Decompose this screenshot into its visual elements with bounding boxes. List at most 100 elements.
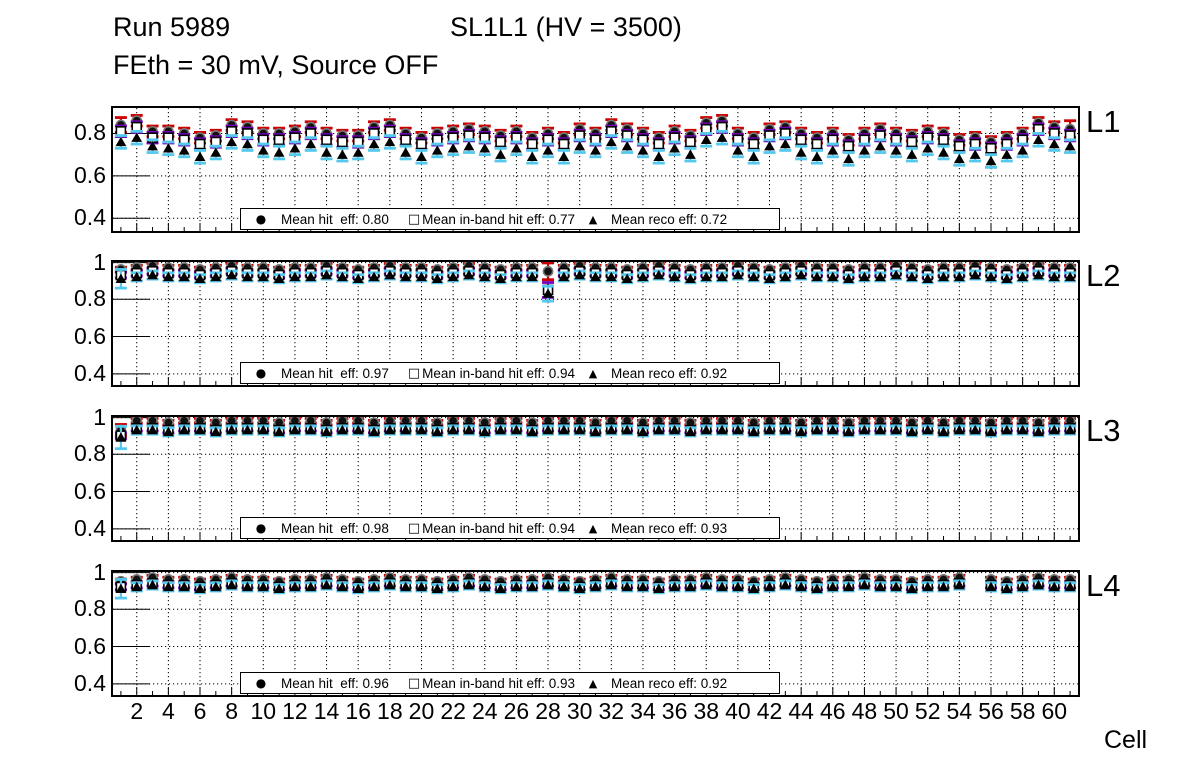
reco-marker bbox=[226, 579, 238, 590]
legend-inband-label: Mean in-band hit eff: 0.93 bbox=[422, 675, 575, 691]
inband-marker bbox=[748, 138, 759, 150]
reco-marker bbox=[511, 424, 522, 435]
reco-marker bbox=[115, 583, 127, 593]
legend-entry-hit: ● Mean hit eff: 0.96 bbox=[241, 676, 406, 691]
legend-entry-hit: ● Mean hit eff: 0.80 bbox=[241, 212, 406, 227]
reco-marker bbox=[511, 581, 522, 592]
reco-marker bbox=[289, 424, 301, 435]
filled-circle-icon: ● bbox=[255, 366, 267, 380]
legend-entry-inband: □ Mean in-band hit eff: 0.94 bbox=[406, 366, 575, 381]
y-tick-label: 0.4 bbox=[74, 359, 106, 386]
reco-marker bbox=[463, 579, 475, 590]
x-tick-label: 36 bbox=[661, 698, 688, 724]
reco-marker bbox=[605, 579, 617, 590]
reco-marker bbox=[637, 145, 649, 155]
reco-marker bbox=[685, 581, 696, 592]
reco-marker bbox=[811, 583, 823, 593]
reco-marker bbox=[352, 424, 364, 435]
reco-marker bbox=[1048, 424, 1060, 435]
legend-entry-inband: □ Mean in-band hit eff: 0.77 bbox=[406, 212, 575, 227]
reco-marker bbox=[542, 288, 554, 298]
reco-marker bbox=[922, 273, 934, 283]
reco-marker bbox=[716, 132, 728, 142]
y-tick-label: 0.8 bbox=[74, 440, 106, 467]
reco-marker bbox=[906, 583, 918, 593]
reco-marker bbox=[938, 147, 949, 157]
reco-marker bbox=[669, 424, 680, 435]
reco-marker bbox=[178, 145, 190, 155]
reco-marker bbox=[732, 269, 744, 280]
reco-marker bbox=[1033, 269, 1044, 280]
reco-marker bbox=[542, 145, 554, 155]
reco-marker bbox=[558, 581, 570, 592]
reco-marker bbox=[131, 132, 143, 142]
x-tick-label: 4 bbox=[161, 698, 175, 724]
reco-marker bbox=[621, 273, 633, 283]
reco-marker bbox=[985, 426, 997, 437]
y-tick-label: 1 bbox=[93, 248, 106, 275]
reco-marker bbox=[526, 271, 538, 282]
legend-L2: ● Mean hit eff: 0.97 □ Mean in-band hit ef… bbox=[240, 362, 780, 384]
reco-marker bbox=[416, 151, 427, 161]
reco-marker bbox=[605, 136, 617, 147]
x-tick-label: 30 bbox=[566, 698, 593, 724]
reco-marker bbox=[257, 424, 269, 435]
y-tick-label: 0.6 bbox=[74, 632, 106, 659]
x-tick-label: 56 bbox=[978, 698, 1004, 724]
reco-marker bbox=[779, 424, 791, 435]
reco-marker bbox=[985, 271, 997, 282]
y-tick-label: 0.4 bbox=[74, 514, 106, 541]
reco-marker bbox=[653, 151, 665, 161]
reco-marker bbox=[273, 273, 285, 283]
reco-marker bbox=[653, 424, 665, 435]
reco-marker bbox=[384, 269, 396, 280]
filled-triangle-icon: ▲ bbox=[588, 521, 598, 535]
reco-marker bbox=[305, 581, 317, 592]
reco-marker bbox=[748, 151, 760, 161]
reco-marker bbox=[574, 140, 586, 151]
y-tick-label: 0.6 bbox=[74, 477, 106, 504]
x-tick-label: 20 bbox=[408, 698, 435, 724]
reco-marker bbox=[321, 579, 332, 590]
legend-entry-reco: ▲ Mean reco eff: 0.93 bbox=[575, 521, 779, 536]
run-title: Run 5989 bbox=[113, 12, 231, 42]
legend-hit-label: Mean hit eff: 0.98 bbox=[281, 520, 389, 536]
reco-marker bbox=[273, 426, 285, 437]
legend-reco-label: Mean reco eff: 0.72 bbox=[611, 211, 728, 227]
reco-marker bbox=[210, 581, 222, 592]
reco-marker bbox=[147, 140, 158, 151]
reco-marker bbox=[574, 269, 586, 280]
inband-marker bbox=[843, 140, 854, 152]
reco-marker bbox=[779, 271, 791, 282]
inband-marker bbox=[985, 142, 997, 154]
reco-marker bbox=[669, 271, 680, 282]
reco-marker bbox=[115, 136, 127, 147]
reco-marker bbox=[226, 136, 238, 147]
reco-marker bbox=[400, 271, 412, 282]
reco-marker bbox=[336, 271, 348, 282]
layer-label-L3: L3 bbox=[1086, 413, 1121, 448]
reco-marker bbox=[289, 143, 301, 153]
y-tick-label: 0.4 bbox=[74, 204, 106, 231]
panel-L3: L3 ● Mean hit eff: 0.98 □ Mean in-band hit… bbox=[111, 415, 1120, 542]
x-tick-label: 40 bbox=[725, 698, 751, 724]
y-tick-label: 0.8 bbox=[74, 119, 106, 146]
reco-marker bbox=[685, 426, 696, 437]
reco-marker bbox=[969, 424, 981, 435]
inband-marker bbox=[685, 136, 696, 148]
reco-marker bbox=[226, 424, 238, 435]
x-tick-label: 50 bbox=[883, 698, 909, 724]
reco-marker bbox=[463, 140, 475, 151]
reco-marker bbox=[1001, 149, 1013, 159]
layer-label-L2: L2 bbox=[1086, 258, 1121, 293]
y-tick-label: 1 bbox=[93, 403, 106, 430]
reco-marker bbox=[669, 581, 680, 592]
gridlines bbox=[113, 262, 1078, 385]
legend-L3: ● Mean hit eff: 0.98 □ Mean in-band hit ef… bbox=[240, 517, 780, 539]
inband-marker bbox=[321, 134, 332, 146]
reco-marker bbox=[748, 271, 760, 282]
reco-marker bbox=[289, 271, 301, 282]
inband-marker bbox=[795, 134, 807, 146]
x-tick-label: 54 bbox=[946, 698, 973, 724]
reco-marker bbox=[384, 579, 396, 590]
